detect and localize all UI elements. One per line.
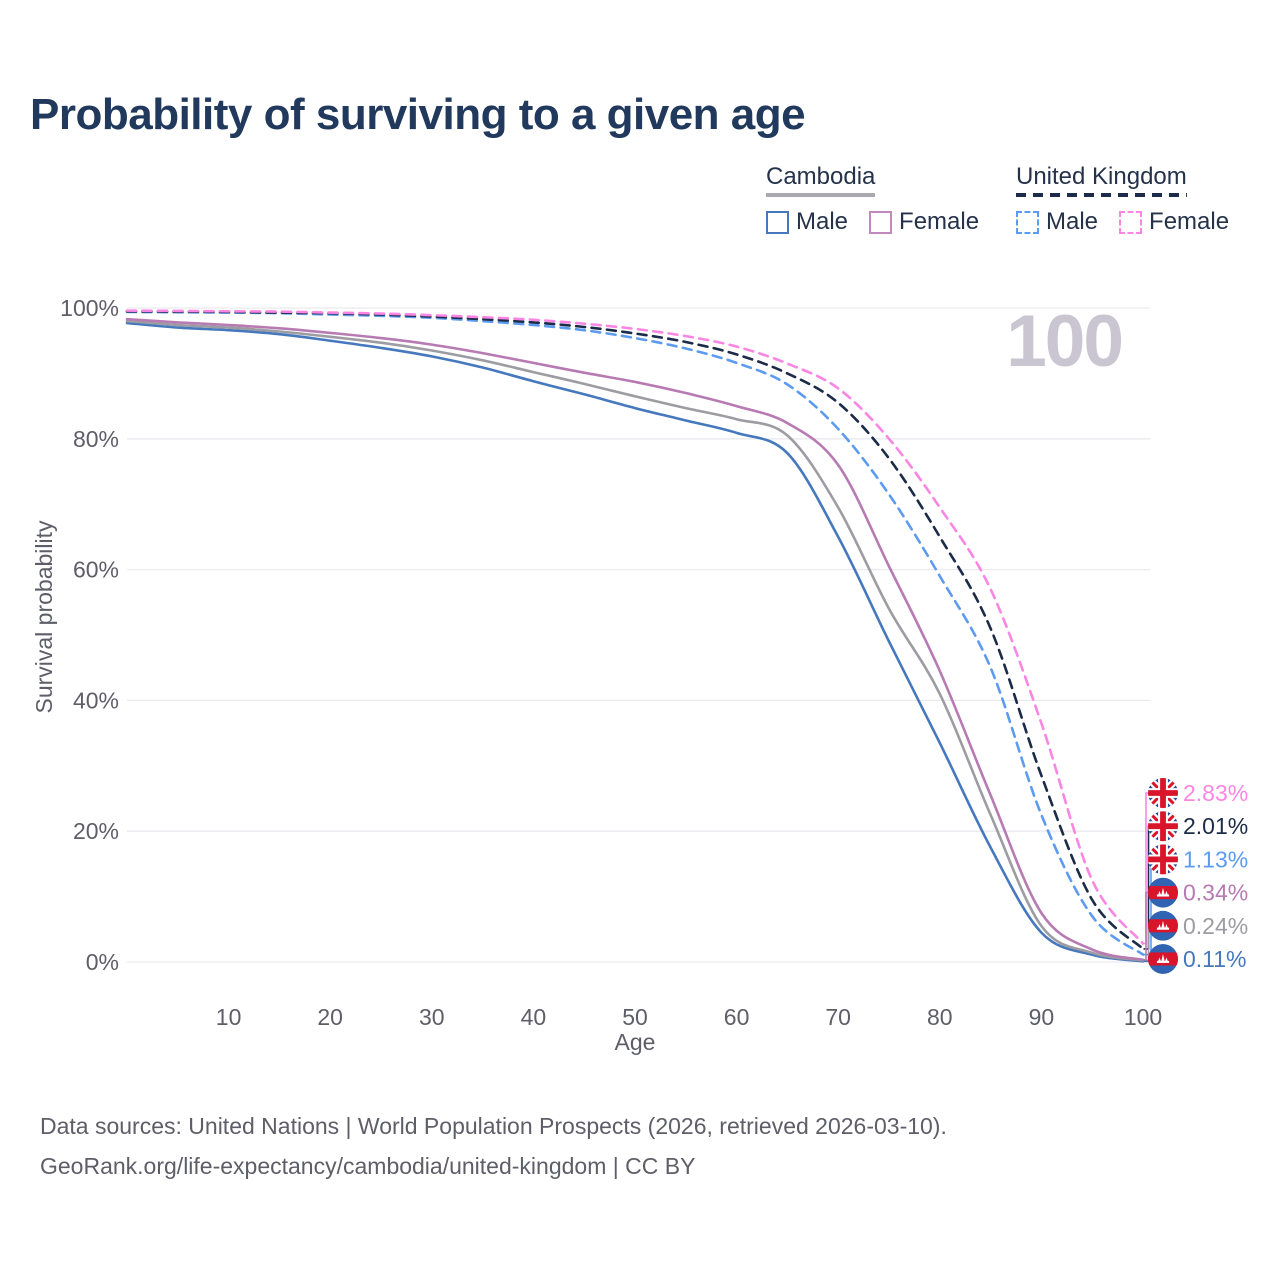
legend-group-cambodia: Cambodia Male Female	[766, 163, 979, 236]
end-label-value: 0.34%	[1183, 880, 1248, 906]
legend-checkbox-cambodia-female[interactable]	[869, 210, 893, 234]
legend-item-uk-male[interactable]: Male	[1016, 208, 1098, 236]
x-tick-label: 50	[622, 1004, 648, 1030]
legend-group-title-united-kingdom: United Kingdom	[1016, 163, 1187, 197]
y-tick-label: 80%	[73, 426, 119, 452]
x-tick-label: 10	[216, 1004, 242, 1030]
x-tick-label: 60	[724, 1004, 750, 1030]
end-label-value: 2.83%	[1183, 780, 1248, 806]
uk-flag-icon	[1148, 778, 1178, 808]
legend-label-cambodia-female: Female	[899, 208, 980, 235]
legend-checkbox-uk-male[interactable]	[1016, 210, 1039, 234]
end-label-value: 0.24%	[1183, 913, 1248, 939]
series-line-uk-average[interactable]	[125, 309, 1145, 951]
end-label-value: 2.01%	[1183, 813, 1248, 839]
end-label-cambodia-average[interactable]: 0.24%	[1143, 911, 1249, 962]
x-axis-title: Age	[615, 1029, 656, 1055]
legend-checkbox-cambodia-male[interactable]	[766, 210, 789, 234]
cambodia-flag-icon	[1148, 911, 1178, 941]
series-line-cambodia-female[interactable]	[125, 317, 1145, 962]
page-title: Probability of surviving to a given age	[30, 90, 806, 139]
legend-checkbox-uk-female[interactable]	[1119, 210, 1143, 234]
series-line-cambodia-male[interactable]	[125, 321, 1145, 963]
end-label-cambodia-female[interactable]: 0.34%	[1143, 878, 1249, 961]
uk-flag-icon	[1148, 811, 1178, 841]
x-tick-label: 70	[825, 1004, 851, 1030]
gridlines	[127, 307, 1150, 963]
end-label-uk-female[interactable]: 2.83%	[1143, 778, 1249, 945]
legend-item-cambodia-female[interactable]: Female	[869, 208, 979, 236]
age-watermark: 100	[1006, 301, 1122, 382]
y-axis-title: Survival probability	[31, 520, 57, 714]
x-tick-label: 80	[927, 1004, 953, 1030]
cambodia-flag-icon	[1148, 878, 1178, 908]
series-line-cambodia-average[interactable]	[125, 319, 1145, 962]
end-label-value: 0.11%	[1183, 946, 1247, 972]
series-end-labels: 2.83% 2.01% 1.13% 0.34% 0.24% 0.11%	[1143, 778, 1249, 974]
legend-label-uk-female: Female	[1149, 208, 1230, 235]
y-axis-tick-labels: 0% 20% 40% 60% 80% 100%	[60, 295, 119, 975]
x-tick-label: 100	[1124, 1004, 1162, 1030]
x-axis-tick-labels: 10 20 30 40 50 60 70 80 90 100	[216, 1004, 1162, 1030]
uk-flag-icon	[1148, 844, 1178, 874]
end-label-connector	[1143, 858, 1152, 956]
end-label-uk-male[interactable]: 1.13%	[1143, 844, 1249, 956]
legend-group-united-kingdom: United Kingdom Male Female	[1016, 163, 1229, 236]
cambodia-flag-icon	[1148, 944, 1178, 974]
legend-label-cambodia-male: Male	[796, 208, 849, 235]
survival-chart: 0% 20% 40% 60% 80% 100% 10 20 30 40 50 60 70 80 90 100…	[31, 295, 1249, 1055]
y-tick-label: 0%	[86, 949, 119, 975]
legend-group-title-cambodia: Cambodia	[766, 163, 876, 197]
y-tick-label: 60%	[73, 557, 119, 583]
x-tick-label: 30	[419, 1004, 445, 1030]
footer: Data sources: United Nations | World Pop…	[40, 1106, 947, 1186]
legend-label-uk-male: Male	[1046, 208, 1099, 235]
x-tick-label: 90	[1029, 1004, 1055, 1030]
legend-item-cambodia-male[interactable]: Male	[766, 208, 848, 236]
x-tick-label: 20	[317, 1004, 343, 1030]
series-curves	[125, 309, 1145, 963]
end-label-value: 1.13%	[1183, 846, 1248, 872]
y-tick-label: 100%	[60, 295, 119, 321]
y-tick-label: 40%	[73, 687, 119, 713]
series-line-uk-male[interactable]	[125, 310, 1145, 956]
legend-item-uk-female[interactable]: Female	[1119, 208, 1229, 236]
x-tick-label: 40	[521, 1004, 547, 1030]
end-label-cambodia-male[interactable]: 0.11%	[1143, 944, 1247, 974]
footer-attribution: GeoRank.org/life-expectancy/cambodia/uni…	[40, 1153, 696, 1179]
footer-data-sources: Data sources: United Nations | World Pop…	[40, 1113, 947, 1139]
y-tick-label: 20%	[73, 818, 119, 844]
